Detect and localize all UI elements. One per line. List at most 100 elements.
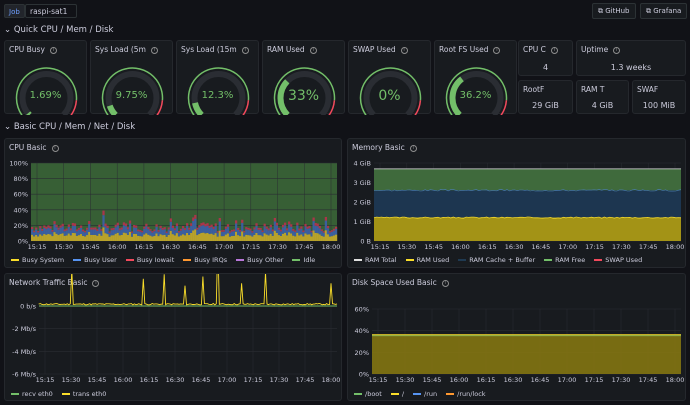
x-tick-label: 17:15 bbox=[241, 243, 260, 251]
y-tick-label: -2 Mb/s bbox=[12, 325, 36, 333]
legend-item[interactable]: Busy System bbox=[11, 256, 64, 264]
y-tick-label: 0% bbox=[359, 371, 369, 379]
network-traffic-chart[interactable]: 0 b/s -2 Mb/s -4 Mb/s -6 Mb/s15:15 15:30 15:4… bbox=[5, 274, 343, 402]
memory-basic-legend: RAM Total RAM Used RAM Cache + Buffer RAM F… bbox=[354, 256, 651, 264]
busy-iowait-bar bbox=[181, 226, 185, 229]
busy-user-bar bbox=[184, 230, 187, 236]
busy-iowait-bar bbox=[184, 228, 187, 231]
info-icon[interactable]: i bbox=[309, 46, 317, 54]
busy-iowait-bar bbox=[47, 225, 50, 228]
legend-item[interactable]: Busy User bbox=[73, 256, 117, 264]
info-icon[interactable]: i bbox=[400, 46, 408, 54]
info-icon[interactable]: i bbox=[441, 279, 449, 287]
cpu-basic-legend: Busy System Busy User Busy Iowait Busy IRQs… bbox=[11, 256, 324, 264]
busy-iowait-bar bbox=[304, 223, 307, 227]
busy-user-bar bbox=[224, 228, 228, 235]
legend-item[interactable]: recv eth0 bbox=[11, 390, 53, 398]
legend-item[interactable]: /boot bbox=[354, 390, 382, 398]
grafana-link[interactable]: ⧉ Grafana bbox=[640, 3, 688, 19]
busy-system-bar bbox=[65, 235, 68, 241]
busy-system-bar bbox=[108, 236, 111, 241]
busy-user-bar bbox=[173, 230, 177, 236]
legend-item[interactable]: trans eth0 bbox=[61, 390, 106, 398]
info-icon[interactable]: i bbox=[409, 144, 417, 152]
row-quick-title[interactable]: ⌄ Quick CPU / Mem / Disk bbox=[4, 25, 114, 35]
busy-system-bar bbox=[31, 234, 34, 241]
busy-iowait-bar bbox=[326, 225, 330, 229]
info-icon[interactable]: i bbox=[613, 46, 621, 54]
legend-item[interactable]: RAM Cache + Buffer bbox=[458, 256, 535, 264]
busy-iowait-bar bbox=[151, 231, 154, 233]
github-link[interactable]: ⧉ GitHub bbox=[592, 3, 636, 19]
busy-iowait-bar bbox=[332, 228, 336, 231]
legend-item[interactable]: /run bbox=[413, 390, 437, 398]
legend-item[interactable]: / bbox=[390, 390, 404, 398]
busy-iowait-bar bbox=[192, 217, 195, 221]
cpu-basic-chart[interactable]: 100% 80% 60% 40% 20% 0%15:15 15:30 15:45 16:00 16… bbox=[5, 139, 343, 269]
busy-iowait-bar bbox=[298, 228, 301, 231]
legend-item[interactable]: RAM Total bbox=[354, 256, 397, 264]
legend-swatch bbox=[73, 259, 82, 261]
x-tick-label: 17:45 bbox=[295, 243, 314, 251]
legend-label: RAM Used bbox=[416, 256, 450, 264]
x-tick-label: 16:15 bbox=[140, 376, 159, 384]
info-icon[interactable]: i bbox=[51, 144, 59, 152]
busy-iowait-bar bbox=[306, 226, 309, 229]
busy-user-bar bbox=[322, 232, 325, 237]
legend-item[interactable]: /run/lock bbox=[446, 390, 486, 398]
disk-space-chart[interactable]: 60% 40% 20% 0%15:15 15:30 15:45 16:00 16:15 16:3… bbox=[348, 274, 687, 402]
memory-basic-chart[interactable]: 4 GiB 3 GiB 2 GiB 1 GiB 0 B15:15 15:30 15:45 16… bbox=[348, 139, 687, 269]
info-icon[interactable]: i bbox=[241, 46, 249, 54]
busy-iowait-bar bbox=[118, 228, 121, 231]
legend-item[interactable]: SWAP Used bbox=[594, 256, 642, 264]
busy-system-bar bbox=[208, 234, 211, 241]
legend-item[interactable]: RAM Used bbox=[405, 256, 450, 264]
gauge-dial bbox=[359, 67, 422, 115]
legend-label: RAM Cache + Buffer bbox=[469, 256, 536, 264]
busy-user-bar bbox=[175, 226, 179, 234]
legend-item[interactable]: Idle bbox=[292, 256, 315, 264]
busy-iowait-bar bbox=[324, 216, 327, 221]
legend-item[interactable]: Busy IRQs bbox=[183, 256, 227, 264]
legend-item[interactable]: Busy Other bbox=[236, 256, 283, 264]
legend-swatch bbox=[544, 259, 553, 261]
x-tick-label: 15:15 bbox=[28, 243, 47, 251]
legend-swatch bbox=[61, 393, 70, 395]
busy-system-bar bbox=[210, 233, 213, 241]
info-icon[interactable]: i bbox=[550, 46, 558, 54]
busy-system-bar bbox=[184, 235, 187, 241]
job-variable-select[interactable]: raspi-sat1 bbox=[25, 4, 77, 18]
legend-item[interactable]: RAM Free bbox=[544, 256, 585, 264]
info-icon[interactable]: i bbox=[150, 46, 158, 54]
busy-user-bar bbox=[31, 229, 34, 235]
row-basic-title[interactable]: ⌄ Basic CPU / Mem / Net / Disk bbox=[4, 122, 136, 132]
busy-system-bar bbox=[269, 233, 272, 241]
busy-user-bar bbox=[55, 227, 58, 234]
x-tick-label: 17:00 bbox=[558, 243, 577, 251]
x-tick-label: 16:45 bbox=[188, 243, 207, 251]
info-icon[interactable]: i bbox=[493, 46, 501, 54]
gauge-value: 36.2% bbox=[459, 90, 492, 101]
legend-item[interactable]: Busy Iowait bbox=[125, 256, 174, 264]
busy-user-bar bbox=[163, 229, 166, 235]
busy-iowait-bar bbox=[318, 225, 321, 229]
busy-user-bar bbox=[53, 224, 56, 233]
busy-user-bar bbox=[118, 230, 121, 236]
busy-user-bar bbox=[235, 223, 238, 232]
gauge-threshold-green bbox=[15, 67, 78, 115]
info-icon[interactable]: i bbox=[92, 279, 100, 287]
busy-system-bar bbox=[257, 235, 260, 241]
busy-user-bar bbox=[112, 229, 115, 236]
x-tick-label: 17:30 bbox=[612, 376, 631, 384]
y-tick-label: 40% bbox=[355, 327, 369, 335]
busy-user-bar bbox=[214, 226, 217, 234]
busy-user-bar bbox=[69, 230, 72, 236]
y-tick-label: 4 GiB bbox=[353, 160, 371, 168]
busy-user-bar bbox=[218, 221, 221, 231]
busy-system-bar bbox=[235, 231, 238, 241]
busy-iowait-bar bbox=[328, 231, 332, 233]
y-tick-label: 3 GiB bbox=[353, 179, 371, 187]
busy-user-bar bbox=[328, 232, 332, 237]
gauge-value: 9.75% bbox=[115, 90, 148, 101]
info-icon[interactable]: i bbox=[49, 46, 57, 54]
